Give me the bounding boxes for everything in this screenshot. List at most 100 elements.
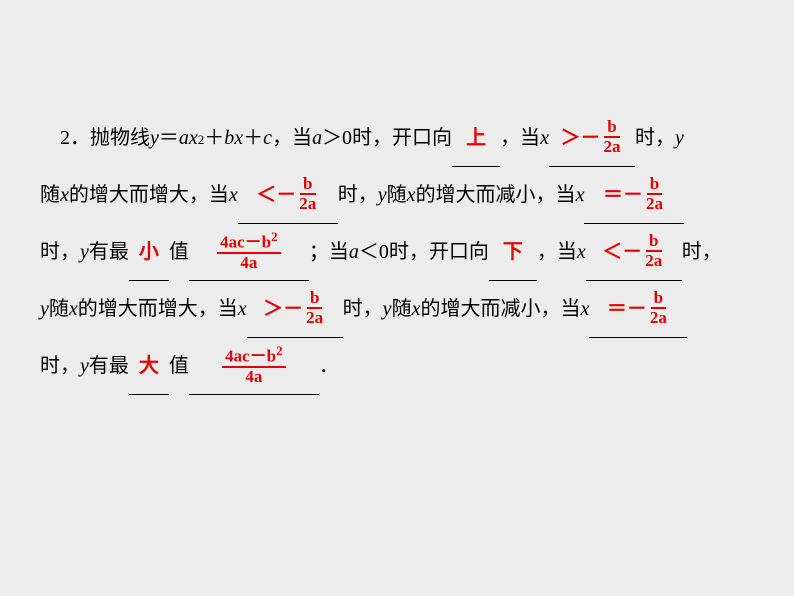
frac-b2a-1: b2a xyxy=(600,118,623,157)
lt2-prefix: ＜－ xyxy=(602,241,642,263)
num-b3: b xyxy=(647,175,662,196)
var-x3: x xyxy=(540,110,549,166)
blank-min: 小 xyxy=(129,224,169,281)
den-2a6: 2a xyxy=(647,309,670,328)
var-y6: y xyxy=(383,281,392,337)
eq-prefix: ＝－ xyxy=(603,184,643,206)
var-x: x xyxy=(189,110,198,166)
num4acb2-2sq: 2 xyxy=(276,343,283,358)
agt0: ＞0 xyxy=(322,110,352,166)
num-b6: b xyxy=(651,289,666,310)
ans-gt2: ＞－b2a xyxy=(263,281,326,337)
period: ． xyxy=(319,338,339,394)
seg6: 的增大而增大，当 xyxy=(69,167,229,223)
ans-min: 小 xyxy=(139,224,159,280)
ans-eq: ＝－b2a xyxy=(603,167,666,223)
ans-minval: 4ac－b2 4a xyxy=(217,224,281,280)
num-b4: b xyxy=(646,232,661,253)
seg3: ，当 xyxy=(500,110,540,166)
eq: ＝ xyxy=(159,110,179,166)
ans-up: 上 xyxy=(466,110,486,166)
seg17: 随 xyxy=(49,281,69,337)
blank-maxval: 4ac－b2 4a xyxy=(189,338,319,395)
num4acb2-2t: 4ac－b xyxy=(225,347,276,366)
den-2a5: 2a xyxy=(303,309,326,328)
var-x10: x xyxy=(238,281,247,337)
num-b2: b xyxy=(300,175,315,196)
var-x9: x xyxy=(69,281,78,337)
den-2a2: 2a xyxy=(296,195,319,214)
seg13: ；当 xyxy=(309,224,349,280)
den-2a: 2a xyxy=(600,138,623,157)
blank-up: 上 xyxy=(452,110,500,167)
var-y3: y xyxy=(378,167,387,223)
num-b: b xyxy=(604,118,619,139)
frac-4acb2-1: 4ac－b2 4a xyxy=(217,230,281,273)
var-y5: y xyxy=(40,281,49,337)
frac-b2a-5: b2a xyxy=(303,289,326,328)
seg16: 时， xyxy=(682,224,722,280)
seg19: 时， xyxy=(343,281,383,337)
ans-down: 下 xyxy=(503,224,523,280)
seg8: 随 xyxy=(387,167,407,223)
seg2: 时，开口向 xyxy=(352,110,452,166)
den4a: 4a xyxy=(237,254,260,273)
var-x2: x xyxy=(234,110,243,166)
var-x6: x xyxy=(407,167,416,223)
var-x7: x xyxy=(576,167,585,223)
seg1: ，当 xyxy=(272,110,312,166)
blank-minval: 4ac－b2 4a xyxy=(189,224,309,281)
plus2: ＋ xyxy=(243,110,263,166)
den-2a3: 2a xyxy=(643,195,666,214)
frac-b2a-6: b2a xyxy=(647,289,670,328)
blank-eq2: ＝－b2a xyxy=(589,281,687,338)
ans-max: 大 xyxy=(139,338,159,394)
indent xyxy=(40,110,60,166)
var-y: y xyxy=(150,110,159,166)
seg7: 时， xyxy=(338,167,378,223)
seg24: 值 xyxy=(169,338,189,394)
blank-down: 下 xyxy=(489,224,537,281)
seg11: 有最 xyxy=(89,224,129,280)
blank-lt2: ＜－b2a xyxy=(586,224,682,281)
num-b5: b xyxy=(307,289,322,310)
ans-eq2: ＝－b2a xyxy=(607,281,670,337)
seg23: 有最 xyxy=(89,338,129,394)
var-x5: x xyxy=(229,167,238,223)
num4acb2-sq: 2 xyxy=(271,229,278,244)
blank-max: 大 xyxy=(129,338,169,395)
seg20: 随 xyxy=(392,281,412,337)
num4acb2: 4ac－b2 xyxy=(217,230,281,254)
frac-b2a-2: b2a xyxy=(296,175,319,214)
var-x12: x xyxy=(580,281,589,337)
var-y7: y xyxy=(80,338,89,394)
seg4: 时， xyxy=(635,110,675,166)
seg5a: 随 xyxy=(40,167,60,223)
num4acb2-t: 4ac－b xyxy=(220,233,271,252)
blank-eq: ＝－b2a xyxy=(584,167,684,224)
alt0: ＜0 xyxy=(359,224,389,280)
var-b: b xyxy=(224,110,234,166)
intro: ．抛物线 xyxy=(70,110,150,166)
seg10: 时， xyxy=(40,224,80,280)
den4a-2: 4a xyxy=(242,368,265,387)
seg14: 时，开口向 xyxy=(389,224,489,280)
eq2-prefix: ＝－ xyxy=(607,298,647,320)
seg22: 时， xyxy=(40,338,80,394)
seg15: ，当 xyxy=(537,224,577,280)
frac-b2a-4: b2a xyxy=(642,232,665,271)
math-problem: 2 ．抛物线 y ＝ a x 2 ＋ b x ＋ c ，当 a ＞0 时，开口向… xyxy=(40,110,754,395)
frac-b2a-3: b2a xyxy=(643,175,666,214)
var-x11: x xyxy=(412,281,421,337)
blank-lt: ＜－b2a xyxy=(238,167,338,224)
line-5: 时， y 有最 大 值 4ac－b2 4a ． xyxy=(40,338,754,395)
gt2-prefix: ＞－ xyxy=(263,298,303,320)
line-1: 2 ．抛物线 y ＝ a x 2 ＋ b x ＋ c ，当 a ＞0 时，开口向… xyxy=(40,110,754,167)
num4acb2-2: 4ac－b2 xyxy=(222,344,286,368)
var-c: c xyxy=(263,110,272,166)
ans-gt: ＞－b2a xyxy=(560,110,623,166)
seg9: 的增大而减小，当 xyxy=(416,167,576,223)
var-x4: x xyxy=(60,167,69,223)
ans-lt2: ＜－b2a xyxy=(602,224,665,280)
ans-lt: ＜－b2a xyxy=(256,167,319,223)
